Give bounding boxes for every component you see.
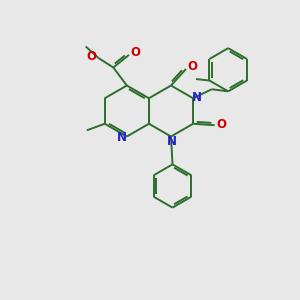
Text: O: O	[188, 59, 198, 73]
Text: N: N	[167, 135, 177, 148]
Text: O: O	[130, 46, 140, 59]
Text: N: N	[192, 91, 202, 103]
Text: O: O	[216, 118, 226, 131]
Text: N: N	[117, 131, 127, 144]
Text: O: O	[87, 50, 97, 63]
